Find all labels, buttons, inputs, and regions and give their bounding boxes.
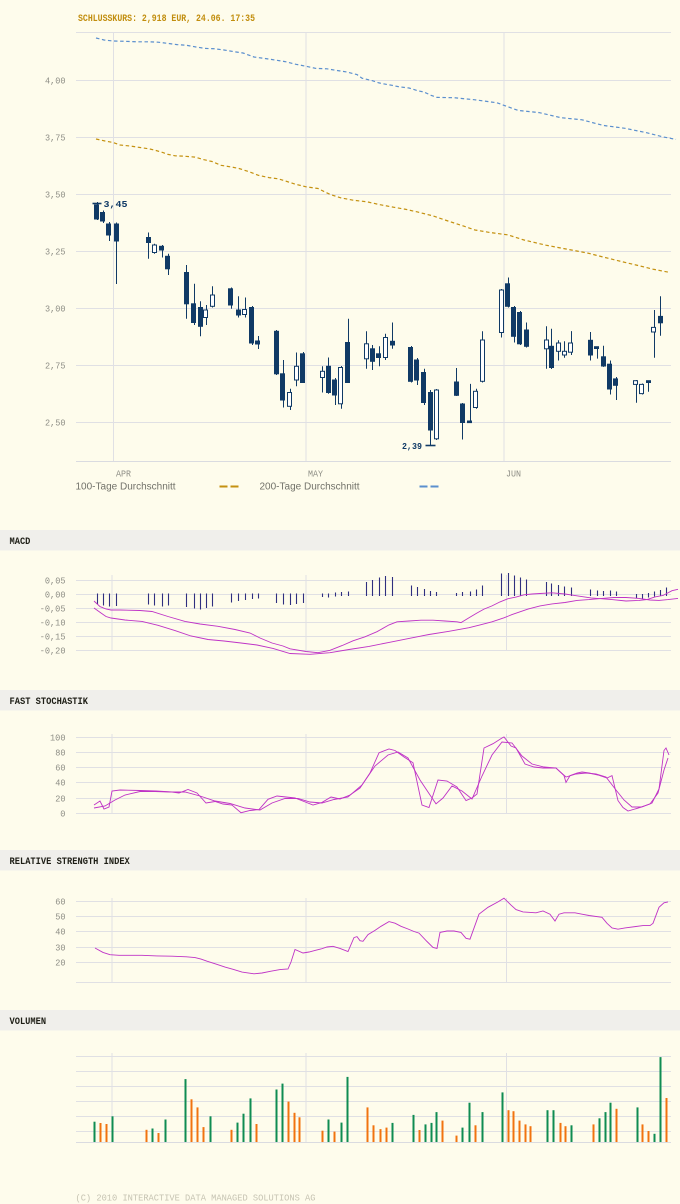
svg-text:MACD: MACD (10, 537, 31, 548)
svg-text:20: 20 (55, 959, 65, 969)
svg-text:SCHLUSSKURS: 2,918 EUR, 24.06.: SCHLUSSKURS: 2,918 EUR, 24.06. 17:35 (78, 14, 255, 25)
svg-text:JUN: JUN (506, 470, 521, 480)
svg-text:40: 40 (55, 928, 65, 938)
svg-text:-0,15: -0,15 (40, 633, 66, 643)
svg-text:60: 60 (55, 898, 65, 908)
svg-text:MAY: MAY (308, 470, 324, 480)
svg-text:2,50: 2,50 (45, 419, 66, 429)
svg-text:0: 0 (60, 810, 65, 820)
svg-text:80: 80 (55, 749, 65, 759)
svg-text:APR: APR (116, 470, 132, 480)
svg-text:VOLUMEN: VOLUMEN (10, 1017, 47, 1028)
svg-text:20: 20 (55, 795, 65, 805)
svg-text:FAST STOCHASTIK: FAST STOCHASTIK (10, 697, 89, 708)
svg-text:100-Tage Durchschnitt: 100-Tage Durchschnitt (76, 482, 176, 493)
svg-text:3,45: 3,45 (104, 200, 128, 210)
svg-text:100: 100 (50, 734, 66, 744)
svg-text:-0,10: -0,10 (40, 619, 66, 629)
svg-text:30: 30 (55, 944, 65, 954)
svg-text:200-Tage Durchschnitt: 200-Tage Durchschnitt (260, 482, 360, 493)
svg-text:RELATIVE STRENGTH INDEX: RELATIVE STRENGTH INDEX (10, 857, 130, 868)
svg-text:3,50: 3,50 (45, 191, 66, 201)
svg-text:0,05: 0,05 (45, 577, 66, 587)
svg-text:-0,05: -0,05 (40, 605, 66, 615)
svg-text:-0,20: -0,20 (40, 647, 66, 657)
svg-text:2,75: 2,75 (45, 362, 66, 372)
svg-text:3,00: 3,00 (45, 305, 66, 315)
svg-text:40: 40 (55, 779, 65, 789)
svg-text:60: 60 (55, 764, 65, 774)
svg-text:3,25: 3,25 (45, 248, 66, 258)
svg-text:(C) 2010 INTERACTIVE DATA MANA: (C) 2010 INTERACTIVE DATA MANAGED SOLUTI… (76, 1194, 316, 1204)
svg-text:4,00: 4,00 (45, 77, 66, 87)
svg-text:2,39: 2,39 (402, 442, 422, 452)
svg-text:50: 50 (55, 913, 65, 923)
svg-text:0,00: 0,00 (45, 591, 66, 601)
svg-text:3,75: 3,75 (45, 134, 66, 144)
